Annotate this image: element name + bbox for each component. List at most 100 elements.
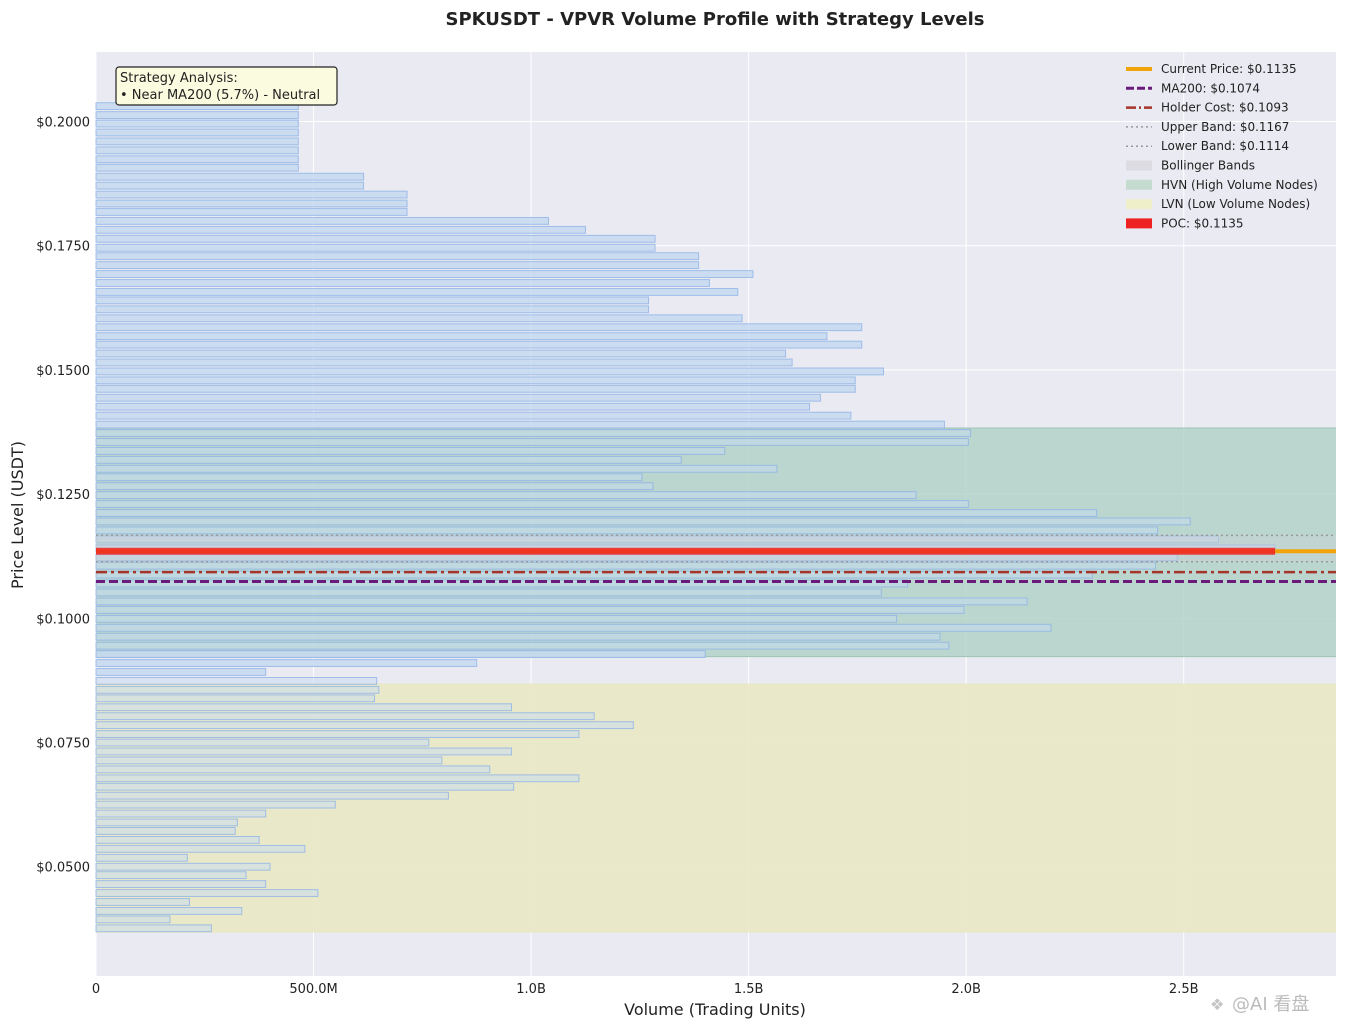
volume-bar [95, 853, 188, 862]
volume-bar [95, 491, 917, 500]
x-tick-label: 0 [92, 982, 100, 997]
chart-legend: Current Price: $0.1135 MA200: $0.1074 Hold… [1126, 62, 1318, 230]
legend-item-lower: Lower Band: $0.1114 [1126, 139, 1289, 153]
volume-bar [95, 676, 378, 685]
x-tick-label: 500.0M [289, 982, 337, 997]
volume-bar [95, 261, 700, 270]
legend-swatch-hvn [1126, 179, 1152, 190]
volume-bar [95, 225, 586, 234]
volume-bars [95, 102, 1336, 933]
x-axis-label: Volume (Trading Units) [624, 1000, 806, 1019]
watermark: ❖ @AI 看盘 [1210, 994, 1309, 1015]
volume-bar [95, 597, 1028, 606]
volume-bar [95, 358, 793, 367]
volume-bar [95, 119, 299, 128]
volume-bar [95, 500, 969, 508]
volume-bar [95, 862, 271, 871]
volume-bar [95, 791, 449, 800]
volume-bar [95, 694, 375, 703]
x-axis-ticks: 0 500.0M 1.0B 1.5B 2.0B 2.5B [92, 982, 1199, 997]
volume-bar [95, 349, 787, 358]
volume-bar [95, 111, 299, 120]
volume-bar [95, 172, 365, 181]
y-axis-label: Price Level (USDT) [8, 441, 27, 589]
y-tick-label: $0.1500 [36, 364, 90, 379]
volume-bar [95, 898, 191, 906]
volume-bar [95, 605, 965, 614]
legend-label-bollinger: Bollinger Bands [1161, 159, 1255, 173]
legend-label-current: Current Price: $0.1135 [1161, 62, 1297, 76]
volume-bar [95, 570, 1093, 579]
volume-bar [95, 721, 634, 730]
volume-bar [95, 446, 726, 455]
volume-bar [95, 234, 656, 243]
legend-label-hvn: HVN (High Volume Nodes) [1161, 178, 1318, 192]
volume-bar [95, 844, 306, 853]
volume-bar [95, 411, 852, 420]
volume-bar [95, 367, 885, 376]
legend-item-poc: POC: $0.1135 [1126, 216, 1244, 230]
volume-bar [95, 765, 491, 774]
y-tick-label: $0.1750 [36, 240, 90, 255]
volume-bar [95, 155, 299, 164]
volume-bar [95, 296, 650, 305]
y-tick-label: $0.2000 [36, 116, 90, 131]
plot-area [95, 52, 1336, 976]
poc-bar [96, 547, 1276, 555]
volume-bar [95, 650, 706, 659]
volume-bar [95, 509, 1098, 517]
annotation-line-2: • Near MA200 (5.7%) - Neutral [120, 88, 320, 103]
volume-bar [95, 332, 828, 341]
y-tick-label: $0.0750 [36, 737, 90, 752]
volume-bar [95, 128, 299, 137]
volume-bar [95, 393, 821, 402]
volume-bar [95, 270, 754, 278]
volume-bar [95, 738, 430, 747]
volume-bar [95, 288, 739, 296]
volume-bar [95, 889, 319, 897]
legend-label-ma200: MA200: $0.1074 [1161, 81, 1260, 95]
volume-bar [95, 880, 267, 889]
volume-bar [95, 482, 654, 491]
volume-bar [95, 517, 1191, 526]
volume-bar [95, 190, 408, 199]
legend-item-upper: Upper Band: $0.1167 [1126, 120, 1289, 134]
volume-bar [95, 146, 299, 155]
legend-label-poc: POC: $0.1135 [1161, 216, 1244, 230]
legend-item-current: Current Price: $0.1135 [1126, 62, 1297, 76]
volume-bar [95, 915, 171, 924]
annotation-frame [115, 66, 338, 106]
volume-bar [95, 659, 478, 667]
legend-item-lvn: LVN (Low Volume Nodes) [1126, 197, 1310, 211]
legend-label-upper: Upper Band: $0.1167 [1161, 120, 1289, 134]
volume-bar [95, 305, 650, 314]
volume-bar [95, 429, 972, 437]
volume-bar [95, 402, 811, 411]
volume-bar [95, 323, 863, 332]
volume-bar [95, 782, 515, 791]
volume-bar [95, 588, 882, 597]
volume-bar [95, 747, 513, 756]
volume-bar [95, 279, 710, 287]
volume-bar [95, 199, 408, 208]
volume-bar [95, 712, 595, 721]
x-tick-label: 2.5B [1169, 982, 1199, 997]
volume-bar [95, 163, 299, 172]
volume-bar [95, 376, 856, 385]
legend-item-holder: Holder Cost: $0.1093 [1126, 101, 1289, 115]
volume-bar [95, 730, 580, 738]
volume-bar [95, 835, 260, 844]
legend-swatch-poc [1126, 218, 1152, 229]
legend-item-hvn: HVN (High Volume Nodes) [1126, 178, 1318, 192]
volume-bar [95, 809, 267, 818]
volume-bar [95, 384, 856, 393]
annotation-line-1: Strategy Analysis: [120, 71, 238, 86]
legend-item-ma200: MA200: $0.1074 [1126, 81, 1260, 95]
legend-label-holder: Holder Cost: $0.1093 [1161, 101, 1289, 115]
volume-bar [95, 685, 380, 694]
strategy-levels [96, 534, 1336, 584]
volume-bar [95, 703, 513, 712]
volume-bar [95, 243, 656, 252]
watermark-logo-icon: ❖ [1210, 995, 1224, 1014]
